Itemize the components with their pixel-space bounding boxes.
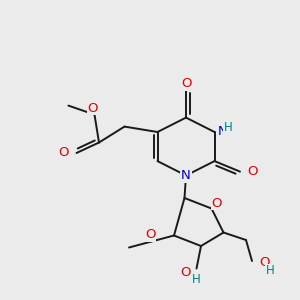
Text: O: O bbox=[248, 165, 258, 178]
Text: O: O bbox=[88, 101, 98, 115]
Text: O: O bbox=[58, 146, 69, 160]
Text: O: O bbox=[180, 266, 190, 279]
Text: H: H bbox=[224, 121, 232, 134]
Text: H: H bbox=[266, 264, 274, 277]
Text: N: N bbox=[181, 169, 191, 182]
Text: O: O bbox=[260, 256, 270, 269]
Text: H: H bbox=[191, 273, 200, 286]
Text: O: O bbox=[181, 77, 191, 90]
Text: O: O bbox=[212, 196, 222, 210]
Text: N: N bbox=[218, 125, 228, 139]
Text: O: O bbox=[145, 228, 155, 242]
